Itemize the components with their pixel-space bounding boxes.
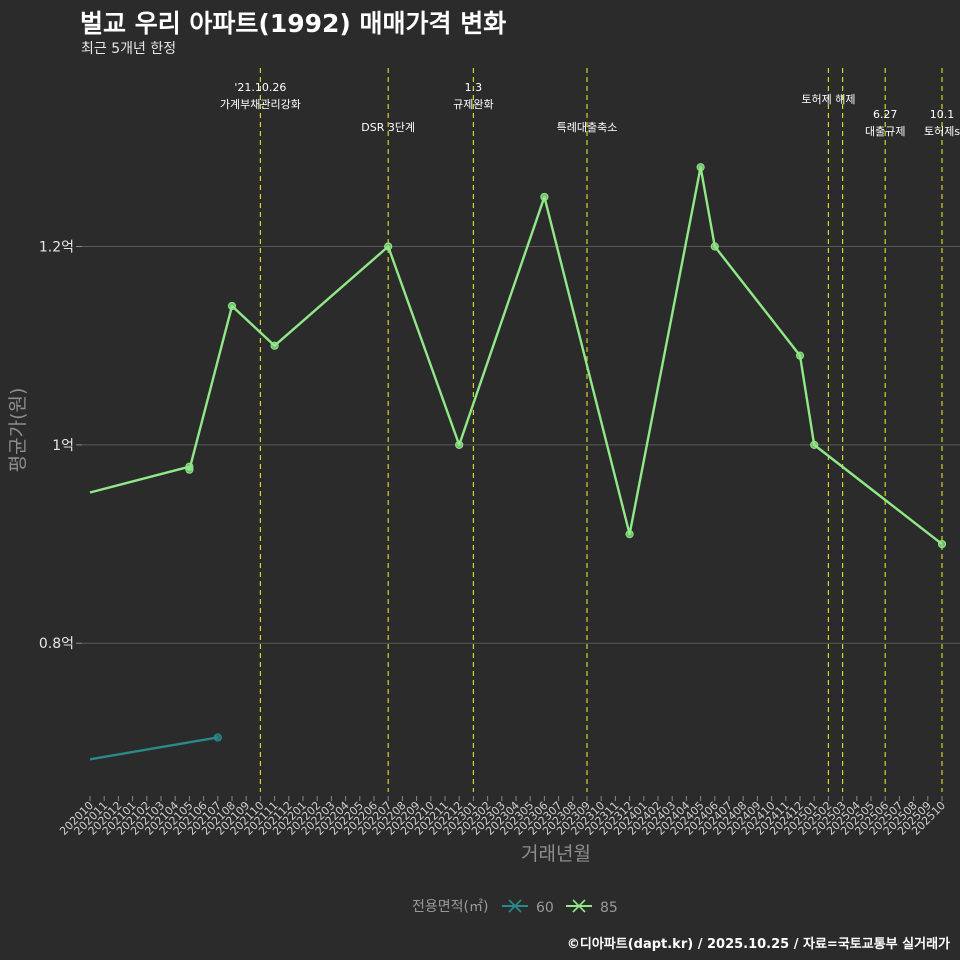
data-point-85: [540, 192, 549, 202]
data-point-85: [696, 163, 705, 172]
x-axis-title: 거래년월: [521, 843, 591, 865]
data-point-85: [185, 465, 194, 474]
data-point-85: [227, 301, 237, 311]
event-label: 10.1: [930, 108, 955, 121]
legend-key-mark-60: [508, 899, 522, 913]
legend-key-mark-85: [572, 899, 586, 913]
data-point-60: [213, 733, 222, 742]
event-label: 가계부채관리강화: [220, 98, 301, 111]
legend-label-60: 60: [536, 900, 554, 916]
event-label: '21.10.26: [234, 81, 286, 94]
event-label: 특례대출축소: [557, 121, 618, 134]
data-point-85: [810, 440, 819, 449]
footer-credit: ©디아파트(dapt.kr) / 2025.10.25 / 자료=국토교통부 실…: [566, 937, 950, 952]
chart-subtitle: 최근 5개년 한정: [81, 41, 177, 57]
legend-title: 전용면적(㎡): [412, 899, 488, 915]
event-label: 6.27: [873, 108, 898, 121]
data-point-85: [270, 341, 279, 350]
y-tick-label: 1억: [52, 438, 74, 454]
y-tick-label: 0.8억: [39, 636, 74, 652]
y-axis-title: 평균가(원): [7, 388, 29, 473]
event-label: 규제완화: [453, 98, 493, 111]
data-point-85: [625, 530, 634, 539]
data-point-85: [455, 440, 464, 449]
data-point-85: [937, 539, 947, 549]
event-label: 토허제s: [924, 125, 960, 138]
series-layer: [89, 163, 947, 761]
y-tick-label: 1.2억: [39, 240, 74, 256]
data-point-85: [710, 242, 719, 251]
event-label: 대출규제: [865, 125, 905, 138]
data-point-85: [795, 351, 805, 360]
legend-label-85: 85: [600, 900, 618, 916]
legend: 전용면적(㎡) 60 85: [412, 899, 618, 916]
chart-title: 벌교 우리 아파트(1992) 매매가격 변화: [80, 9, 507, 38]
axis-layer: 0.8억1억1.2억202010202011202012202101202102…: [7, 240, 948, 865]
series-line-85: [89, 165, 943, 546]
event-label: 토허제 해제: [801, 92, 855, 106]
event-label: DSR 3단계: [361, 121, 415, 134]
series-line-60: [89, 736, 219, 761]
event-label: 1.3: [465, 81, 483, 94]
data-point-85: [384, 242, 393, 251]
